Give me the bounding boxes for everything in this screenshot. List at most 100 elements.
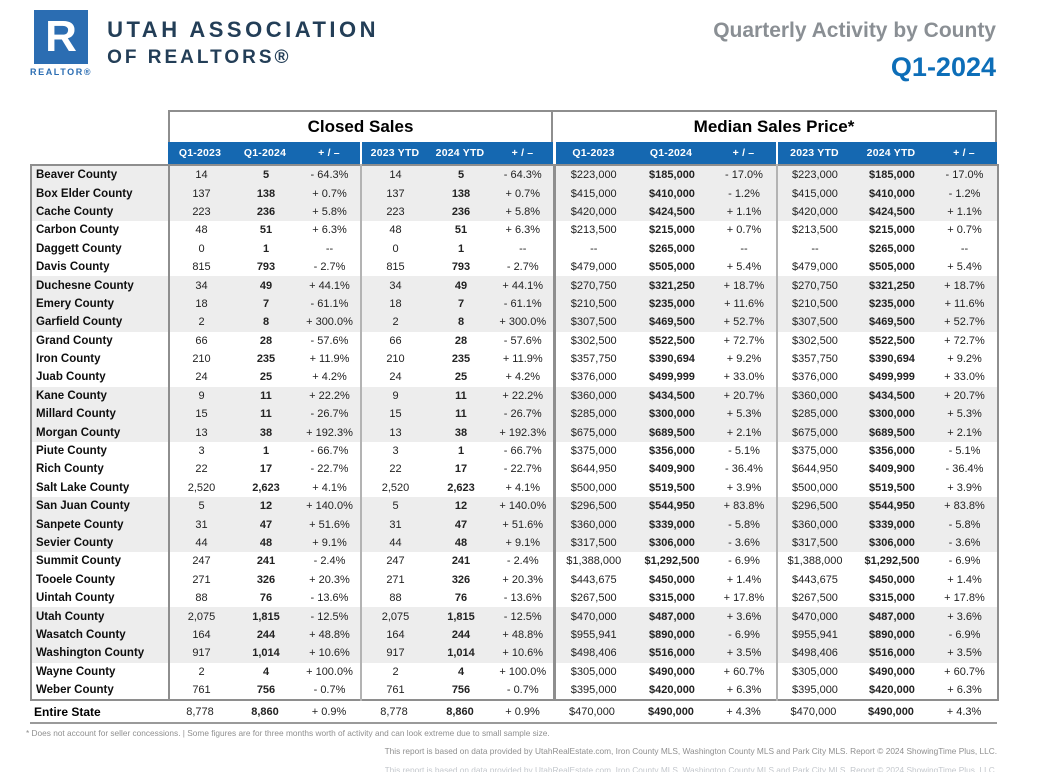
value-cell: 5 <box>198 500 205 513</box>
county-cell: Davis County <box>31 257 170 277</box>
value-cell: + 20.7% <box>723 389 765 402</box>
value-cell: + 192.3% <box>499 426 547 439</box>
value-cell: 12 <box>259 500 273 513</box>
county-cell: Wayne County <box>31 662 170 681</box>
value-cell: + 20.7% <box>944 389 985 402</box>
county-cell: Duchesne County <box>31 276 170 295</box>
footnote-attribution: This report is based on data provided by… <box>384 746 997 756</box>
value-cell: 815 <box>192 261 211 274</box>
value-cell: + 4.1% <box>312 481 347 494</box>
value-cell: - 6.9% <box>948 555 981 568</box>
value-cell: + 4.2% <box>505 371 541 384</box>
value-cell: $424,500 <box>649 205 695 218</box>
value-cell: - 3.6% <box>728 537 760 549</box>
value-cell: + 5.3% <box>947 408 982 421</box>
value-cell: 48 <box>259 537 273 549</box>
value-cell: $644,950 <box>552 460 632 479</box>
value-cell: 236 <box>451 205 471 218</box>
value-cell: + 5.4% <box>947 261 982 274</box>
table-body-grid: Beaver County 14 5- 64.3% 14 5- 64.3% $223,00… <box>30 164 999 702</box>
value-cell: 164 <box>360 625 429 645</box>
value-cell: $213,500 <box>552 221 632 240</box>
value-cell: 2 <box>360 313 429 332</box>
table-row: Piute County 3 1 - 66.7% 3 1 - 66.7% $375,000 $3… <box>31 441 998 461</box>
value-cell: 223 <box>192 205 211 218</box>
value-cell: $302,500 <box>552 331 632 350</box>
value-cell: 2,075 <box>187 610 216 623</box>
value-cell: + 17.8% <box>723 592 765 605</box>
org-name-line1: UTAH ASSOCIATION <box>107 17 380 42</box>
value-cell: $210,500 <box>776 294 852 314</box>
total-row: Entire State 8,778 8,860 + 0.9% 8,778 8,860 + … <box>30 701 997 723</box>
value-cell: 44 <box>360 533 429 553</box>
table-row: Juab County 24 25 + 4.2% 24 25 + 4.2% $376,000 $… <box>31 368 998 387</box>
value-cell: 38 <box>259 426 273 439</box>
value-cell: 2 <box>198 316 205 329</box>
table-row: Emery County 18 7 - 61.1% 18 7 - 61.1% $210,500… <box>31 294 998 314</box>
value-cell: $375,000 <box>552 441 632 461</box>
value-cell: + 0.7% <box>726 224 762 237</box>
table-row: Sevier County 44 48 + 9.1% 44 48 + 9.1% $317,50… <box>31 533 998 553</box>
value-cell: $1,292,500 <box>864 555 920 568</box>
value-cell: + 60.7% <box>723 665 765 678</box>
value-cell: + 192.3% <box>306 426 353 439</box>
value-cell: $215,000 <box>649 224 695 237</box>
value-cell: 38 <box>454 426 468 439</box>
table-row: Daggett County 0 1 -- 0 1 -- -- $265,000 -- -- $265… <box>31 239 998 258</box>
value-cell: - 64.3% <box>503 169 542 182</box>
value-cell: $498,406 <box>776 644 852 663</box>
value-cell: - 6.9% <box>728 555 760 568</box>
value-cell: - 57.6% <box>503 334 542 347</box>
value-cell: $1,292,500 <box>644 555 700 568</box>
value-cell: 9 <box>198 389 205 402</box>
value-cell: + 9.2% <box>726 353 762 366</box>
value-cell: 271 <box>360 570 429 589</box>
value-cell: 47 <box>259 518 273 531</box>
value-cell: + 22.2% <box>309 389 350 402</box>
value-cell: $516,000 <box>869 647 915 660</box>
value-cell: - 5.8% <box>728 518 760 531</box>
value-cell: $357,750 <box>552 349 632 369</box>
value-cell: $185,000 <box>649 169 695 182</box>
value-cell: 3 <box>360 441 429 461</box>
column-header: Q1-2024 <box>232 142 298 164</box>
section-title-closed-sales: Closed Sales <box>168 110 553 142</box>
org-name-line2: OF REALTORS® <box>107 47 292 68</box>
report-period: Q1-2024 <box>890 52 996 82</box>
column-header-row: Q1-2023 Q1-2024 + / – 2023 YTD 2024 YTD … <box>30 142 997 164</box>
value-cell: $434,500 <box>869 389 915 402</box>
value-cell: $470,000 <box>776 607 852 626</box>
table-row: Beaver County 14 5 - 64.3% 14 5 - 64.3% $223,00… <box>31 165 998 185</box>
county-cell: Rich County <box>31 460 170 479</box>
value-cell: 9 <box>360 386 429 406</box>
report-titles: Quarterly Activity by County Q1-2024 <box>713 10 996 83</box>
value-cell: 1,014 <box>447 647 475 660</box>
value-cell: $321,250 <box>649 279 695 292</box>
county-cell: Salt Lake County <box>31 478 170 498</box>
realtor-logo-icon: R <box>34 10 89 64</box>
value-cell: - 36.4% <box>945 463 984 476</box>
value-cell: - 6.9% <box>728 628 760 641</box>
value-cell: + 44.1% <box>309 279 350 292</box>
value-cell: + 48.8% <box>309 628 350 641</box>
value-cell: $420,000 <box>776 202 852 222</box>
county-cell: Iron County <box>31 349 170 369</box>
value-cell: 271 <box>192 573 211 586</box>
column-header: Q1-2023 <box>168 142 232 164</box>
value-cell: + 3.6% <box>947 610 982 623</box>
section-title-row: Closed Sales Median Sales Price* <box>30 110 997 142</box>
value-cell: 34 <box>195 279 208 292</box>
value-cell: + 20.3% <box>502 573 544 586</box>
logo-letter: R <box>45 12 77 61</box>
value-cell: 24 <box>195 371 208 384</box>
value-cell: $356,000 <box>649 445 695 458</box>
value-cell: $390,694 <box>869 353 915 366</box>
value-cell: 236 <box>256 205 276 218</box>
value-cell: 793 <box>256 261 276 274</box>
column-header: + / – <box>298 142 360 164</box>
value-cell: 14 <box>360 165 429 185</box>
value-cell: + 300.0% <box>499 316 547 329</box>
value-cell: $434,500 <box>649 389 695 402</box>
value-cell: $302,500 <box>776 331 852 350</box>
value-cell: + 3.9% <box>726 481 762 494</box>
